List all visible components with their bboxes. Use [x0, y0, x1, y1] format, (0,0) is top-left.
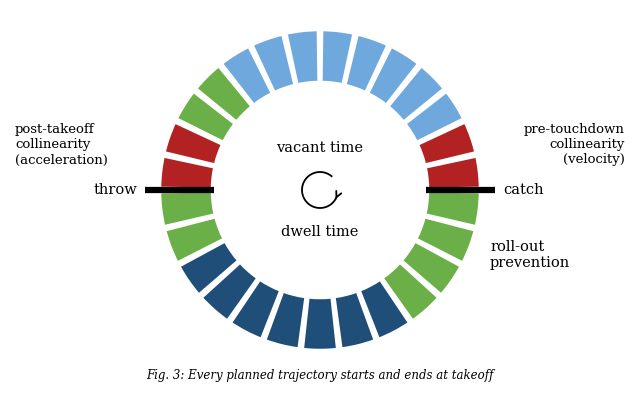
Wedge shape: [164, 122, 222, 164]
Wedge shape: [418, 122, 476, 164]
Text: roll-out
prevention: roll-out prevention: [490, 240, 570, 270]
Wedge shape: [265, 292, 305, 348]
Wedge shape: [196, 66, 252, 122]
Wedge shape: [416, 217, 475, 262]
Wedge shape: [426, 156, 480, 188]
Wedge shape: [252, 34, 294, 92]
Wedge shape: [222, 47, 272, 105]
Wedge shape: [425, 192, 480, 226]
Wedge shape: [321, 30, 353, 84]
Text: Fig. 3: Every planned trajectory starts and ends at takeoff: Fig. 3: Every planned trajectory starts …: [147, 369, 493, 382]
Wedge shape: [303, 297, 337, 350]
Wedge shape: [335, 292, 375, 348]
Wedge shape: [202, 263, 257, 320]
Wedge shape: [287, 30, 319, 84]
Wedge shape: [346, 34, 388, 92]
Text: pre-touchdown
collinearity
(velocity): pre-touchdown collinearity (velocity): [524, 124, 625, 166]
Wedge shape: [383, 263, 438, 320]
Text: dwell time: dwell time: [282, 225, 358, 239]
Wedge shape: [388, 66, 444, 122]
Text: vacant time: vacant time: [276, 141, 364, 155]
Wedge shape: [405, 92, 463, 142]
Wedge shape: [360, 280, 409, 339]
Wedge shape: [368, 47, 418, 105]
Wedge shape: [231, 280, 280, 339]
Wedge shape: [177, 92, 235, 142]
Text: post-takeoff
collinearity
(acceleration): post-takeoff collinearity (acceleration): [15, 124, 108, 166]
Wedge shape: [160, 192, 215, 226]
Wedge shape: [402, 242, 461, 294]
Wedge shape: [179, 242, 238, 294]
Text: throw: throw: [93, 183, 137, 197]
Wedge shape: [165, 217, 224, 262]
Wedge shape: [160, 156, 214, 188]
Text: catch: catch: [503, 183, 543, 197]
